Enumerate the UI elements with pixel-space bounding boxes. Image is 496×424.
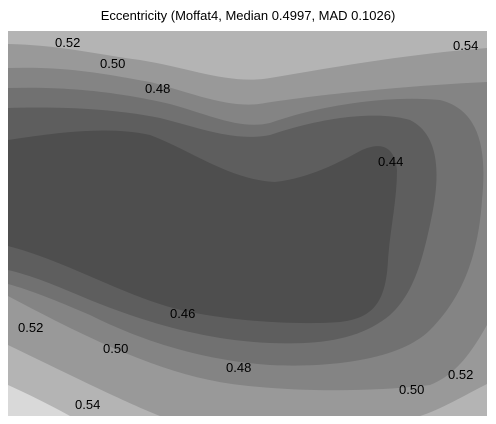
contour-label: 0.44 <box>378 154 403 169</box>
contour-label: 0.50 <box>100 56 125 71</box>
contour-label: 0.48 <box>145 81 170 96</box>
band-below-0-44 <box>8 130 397 324</box>
chart-title: Eccentricity (Moffat4, Median 0.4997, MA… <box>100 8 396 23</box>
contour-label: 0.50 <box>103 341 128 356</box>
contour-label: 0.50 <box>399 382 424 397</box>
contour-label: 0.46 <box>170 306 195 321</box>
contour-label: 0.54 <box>75 397 100 412</box>
contour-label: 0.52 <box>55 35 80 50</box>
contour-label: 0.52 <box>448 367 473 382</box>
contour-label: 0.54 <box>453 38 478 53</box>
contour-label: 0.48 <box>226 360 251 375</box>
contour-label: 0.52 <box>18 320 43 335</box>
